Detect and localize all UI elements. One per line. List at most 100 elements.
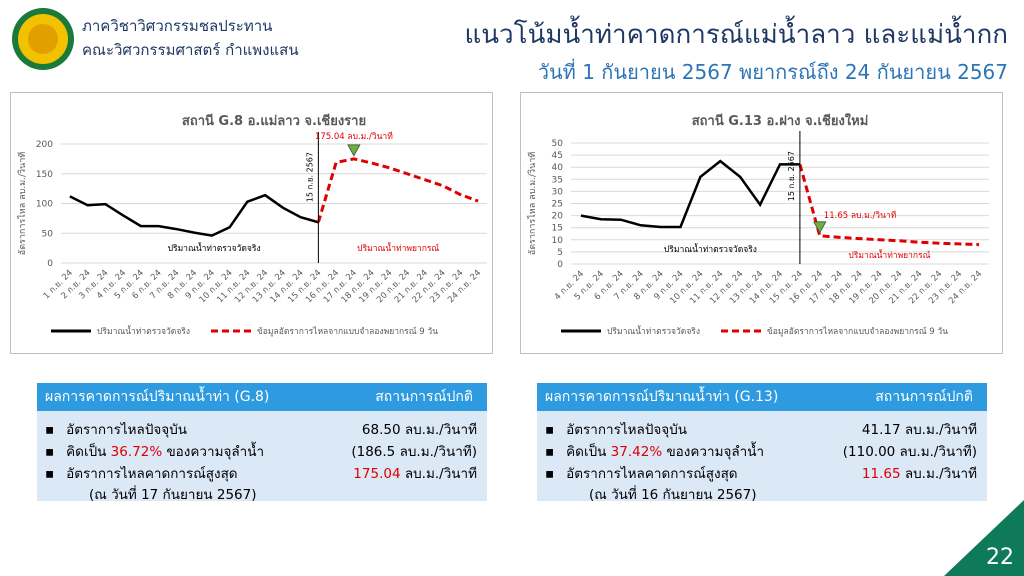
info-text: 36.72%: [110, 444, 163, 460]
info-box-title: ผลการคาดการณ์ปริมาณน้ำท่า (G.8): [45, 389, 270, 405]
info-row-value: (110.00 ลบ.ม./วินาที): [843, 440, 977, 462]
info-row: คิดเป็น 37.42% ของความจุลำน้ำ (110.00 ลบ.…: [537, 439, 987, 461]
region-label: ปริมาณน้ำท่าพยากรณ์: [848, 249, 930, 261]
forecast-start-label: 15 ก.ย. 2567: [305, 152, 314, 202]
page-corner: 22: [944, 500, 1024, 576]
y-tick-label: 45: [552, 151, 563, 161]
chart: สถานี G.8 อ.แม่ลาว จ.เชียงรายอัตราการไหล…: [17, 113, 487, 337]
legend-label: ปริมาณน้ำท่าตรวจวัดจริง: [97, 325, 190, 337]
info-row-label: คิดเป็น 37.42% ของความจุลำน้ำ: [545, 440, 764, 462]
series-line: [798, 163, 980, 247]
info-row-label: คิดเป็น 36.72% ของความจุลำน้ำ: [45, 440, 264, 462]
series-line: [580, 159, 800, 229]
y-tick-label: 0: [47, 259, 53, 269]
info-row: อัตราการไหลปัจจุบัน 68.50 ลบ.ม./วินาที: [37, 417, 487, 439]
info-box: ผลการคาดการณ์ปริมาณน้ำท่า (G.13) สถานการณ…: [537, 383, 987, 503]
annotation: 11.65 ลบ.ม./วินาที: [824, 210, 897, 221]
corner-triangle: [944, 500, 1024, 576]
info-text: อัตราการไหลปัจจุบัน: [66, 422, 188, 438]
y-axis-label: อัตราการไหล ลบ.ม./วินาที: [17, 152, 28, 255]
y-tick-label: 35: [552, 175, 563, 185]
info-text: ของความจุลำน้ำ: [662, 444, 765, 460]
logo: [12, 8, 74, 70]
chart-title: สถานี G.8 อ.แม่ลาว จ.เชียงราย: [182, 113, 366, 129]
chart-frame: สถานี G.8 อ.แม่ลาว จ.เชียงรายอัตราการไหล…: [10, 92, 493, 354]
slide-title: แนวโน้มน้ำท่าคาดการณ์แม่น้ำลาว และแม่น้ำ…: [464, 20, 1009, 50]
y-tick-label: 150: [36, 170, 53, 180]
forecast-start-label: 15 ก.ย. 2567: [787, 151, 796, 201]
department: ภาควิชาวิศวกรรมชลประทาน: [82, 17, 273, 35]
annotation: 175.04 ลบ.ม./วินาที: [315, 131, 393, 142]
legend-label: ปริมาณน้ำท่าตรวจวัดจริง: [607, 325, 700, 337]
info-text: ของความจุลำน้ำ: [162, 444, 265, 460]
peak-marker: [347, 144, 361, 157]
y-tick-label: 40: [552, 163, 564, 173]
info-row-label: อัตราการไหลคาดการณ์สูงสุด: [545, 462, 738, 484]
y-tick-label: 25: [552, 200, 563, 210]
region-label: ปริมาณน้ำท่าพยากรณ์: [357, 242, 439, 254]
info-box-body: อัตราการไหลปัจจุบัน68.50 ลบ.ม./วินาทีคิด…: [37, 411, 487, 503]
y-tick-label: 50: [42, 229, 54, 239]
page-number: 22: [986, 545, 1014, 570]
info-text: 37.42%: [610, 444, 663, 460]
info-box-status: สถานการณ์ปกติ: [875, 389, 973, 405]
chart: สถานี G.13 อ.ฝาง จ.เชียงใหม่อัตราการไหล …: [527, 112, 989, 337]
info-row-label: อัตราการไหลคาดการณ์สูงสุด: [45, 462, 238, 484]
y-tick-label: 100: [36, 200, 53, 210]
info-text: ลบ.ม./วินาที: [900, 466, 977, 482]
y-axis-label: อัตราการไหล ลบ.ม./วินาที: [527, 152, 538, 255]
y-tick-label: 50: [552, 139, 564, 149]
series-line: [316, 157, 479, 223]
info-text: อัตราการไหลคาดการณ์สูงสุด: [66, 466, 238, 482]
info-box-title: ผลการคาดการณ์ปริมาณน้ำท่า (G.13): [545, 389, 779, 405]
info-row-value: 68.50 ลบ.ม./วินาที: [362, 418, 477, 440]
info-row: อัตราการไหลปัจจุบัน 41.17 ลบ.ม./วินาที: [537, 417, 987, 439]
info-box-body: อัตราการไหลปัจจุบัน41.17 ลบ.ม./วินาทีคิด…: [537, 411, 987, 503]
chart-title: สถานี G.13 อ.ฝาง จ.เชียงใหม่: [692, 112, 869, 129]
info-box-status: สถานการณ์ปกติ: [375, 389, 473, 405]
info-note: (ณ วันที่ 17 กันยายน 2567): [89, 487, 257, 503]
info-text: คิดเป็น: [66, 444, 111, 460]
info-row-value: 41.17 ลบ.ม./วินาที: [862, 418, 977, 440]
y-tick-label: 20: [552, 212, 564, 222]
faculty: คณะวิศวกรรมศาสตร์ กำแพงแสน: [82, 41, 299, 59]
series-line: [69, 193, 319, 237]
y-tick-label: 10: [552, 236, 564, 246]
info-text: 41.17 ลบ.ม./วินาที: [861, 422, 977, 438]
info-row-value: (186.5 ลบ.ม./วินาที): [351, 440, 477, 462]
info-text: (110.00 ลบ.ม./วินาที): [842, 444, 977, 460]
info-note: (ณ วันที่ 16 กันยายน 2567): [589, 487, 757, 503]
y-tick-label: 15: [552, 224, 563, 234]
y-tick-label: 5: [557, 248, 563, 258]
info-row: อัตราการไหลคาดการณ์สูงสุด 175.04 ลบ.ม./วิ…: [37, 461, 487, 483]
info-box-header: ผลการคาดการณ์ปริมาณน้ำท่า (G.8) สถานการณ์…: [37, 383, 487, 411]
y-tick-label: 200: [36, 140, 53, 150]
info-row: คิดเป็น 36.72% ของความจุลำน้ำ (186.5 ลบ.ม…: [37, 439, 487, 461]
info-box: ผลการคาดการณ์ปริมาณน้ำท่า (G.8) สถานการณ์…: [37, 383, 487, 503]
info-text: ลบ.ม./วินาที: [400, 466, 477, 482]
slide-subtitle: วันที่ 1 กันยายน 2567 พยากรณ์ถึง 24 กันย…: [537, 60, 1008, 84]
info-text: คิดเป็น: [566, 444, 611, 460]
peak-marker: [813, 221, 827, 234]
region-label: ปริมาณน้ำท่าตรวจวัดจริง: [168, 242, 261, 254]
info-text: (186.5 ลบ.ม./วินาที): [351, 444, 477, 460]
logo-core: [28, 24, 58, 54]
info-row-value: 175.04 ลบ.ม./วินาที: [353, 462, 477, 484]
info-text: อัตราการไหลปัจจุบัน: [566, 422, 688, 438]
info-text: 11.65: [861, 466, 901, 482]
info-text: 175.04: [353, 466, 401, 482]
region-label: ปริมาณน้ำท่าตรวจวัดจริง: [664, 243, 757, 255]
y-tick-label: 0: [557, 260, 563, 270]
info-row-label: อัตราการไหลปัจจุบัน: [545, 418, 687, 440]
info-text: อัตราการไหลคาดการณ์สูงสุด: [566, 466, 738, 482]
info-row-label: อัตราการไหลปัจจุบัน: [45, 418, 187, 440]
y-tick-label: 30: [552, 187, 564, 197]
legend-label: ข้อมูลอัตราการไหลจากแบบจำลองพยากรณ์ 9 วั…: [257, 326, 438, 337]
info-row: อัตราการไหลคาดการณ์สูงสุด 11.65 ลบ.ม./วิน…: [537, 461, 987, 483]
info-row-value: 11.65 ลบ.ม./วินาที: [862, 462, 977, 484]
info-text: 68.50 ลบ.ม./วินาที: [361, 422, 477, 438]
legend-label: ข้อมูลอัตราการไหลจากแบบจำลองพยากรณ์ 9 วั…: [767, 326, 948, 337]
chart-frame: สถานี G.13 อ.ฝาง จ.เชียงใหม่อัตราการไหล …: [520, 92, 1003, 354]
info-box-header: ผลการคาดการณ์ปริมาณน้ำท่า (G.13) สถานการณ…: [537, 383, 987, 411]
